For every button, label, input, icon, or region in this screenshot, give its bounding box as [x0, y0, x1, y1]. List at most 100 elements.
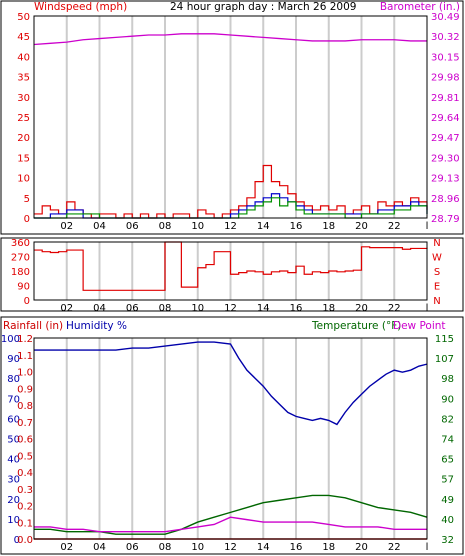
compass-tick-label: W: [432, 253, 442, 264]
windspeed-tick-label: 35: [17, 73, 30, 84]
x-tick-label: 08: [159, 303, 172, 314]
compass-tick-label: E: [434, 282, 440, 293]
x-tick-label: 04: [93, 303, 106, 314]
series-line-dew-point: [34, 516, 427, 533]
rainfall-tick-label: 0.3: [17, 485, 33, 496]
direction-tick-label: 0: [24, 296, 30, 307]
windspeed-tick-label: 0: [24, 214, 30, 225]
temp-gridlines: [65, 338, 396, 539]
x-tick-label: 20: [355, 303, 368, 314]
series-line-wind-direction: [34, 241, 428, 291]
direction-plot-area: [33, 241, 428, 301]
compass-tick-label: N: [433, 238, 440, 249]
windspeed-tick-label: 30: [17, 93, 30, 104]
x-tick-label: 04: [93, 221, 106, 232]
direction-tick-label: 90: [17, 282, 30, 293]
x-tick-label: 02: [60, 542, 73, 553]
x-tick-label: 22: [388, 221, 401, 232]
dewpoint-axis-title: Dew Point: [393, 320, 446, 332]
rainfall-tick-label: 0.8: [17, 401, 33, 412]
rainfall-tick-label: 0.4: [17, 468, 33, 479]
x-tick-label: 04: [93, 542, 106, 553]
humidity-tick-label: 30: [7, 475, 20, 486]
compass-tick-label: S: [434, 267, 440, 278]
rainfall-tick-label: 0.0: [17, 535, 33, 546]
rainfall-tick-label: 0.5: [17, 451, 33, 462]
temperature-tick-label: 82: [441, 414, 454, 425]
panel-wind-frame: [0, 0, 464, 235]
windspeed-tick-label: 20: [17, 133, 30, 144]
x-tick-label: 12: [224, 221, 237, 232]
temperature-tick-label: 90: [441, 394, 454, 405]
panel-temp-frame: [0, 316, 464, 555]
temperature-tick-label: 98: [441, 374, 454, 385]
direction-tick-label: 180: [11, 267, 30, 278]
temperature-tick-label: 49: [441, 495, 454, 506]
rainfall-axis-title: Rainfall (in): [3, 320, 63, 332]
x-tick-label: 16: [290, 221, 303, 232]
rainfall-tick-label: 1.2: [17, 334, 33, 345]
x-tick-label: l: [426, 542, 429, 553]
temperature-tick-label: 57: [441, 475, 454, 486]
direction-tick-label: 270: [11, 253, 30, 264]
humidity-axis-title: Humidity %: [66, 320, 127, 332]
x-tick-label: 02: [60, 221, 73, 232]
x-tick-label: 10: [191, 542, 204, 553]
graph-title: 24 hour graph day : March 26 2009: [170, 1, 356, 13]
humidity-tick-label: 20: [7, 495, 20, 506]
temperature-axis-title: Temperature (°F): [311, 320, 401, 332]
humidity-tick-label: 10: [7, 515, 20, 526]
temperature-tick-label: 32: [441, 535, 454, 546]
rainfall-tick-label: 1.1: [17, 351, 33, 362]
x-tick-label: 14: [257, 221, 270, 232]
barometer-tick-label: 29.64: [431, 113, 460, 124]
x-tick-label: l: [426, 221, 429, 232]
x-tick-label: 22: [388, 542, 401, 553]
x-tick-label: 20: [355, 221, 368, 232]
x-tick-label: 10: [191, 303, 204, 314]
temperature-tick-label: 40: [441, 515, 454, 526]
windspeed-tick-label: 25: [17, 113, 30, 124]
humidity-tick-label: 60: [7, 414, 20, 425]
x-tick-label: 22: [388, 303, 401, 314]
barometer-tick-label: 28.79: [431, 214, 460, 225]
barometer-tick-label: 29.47: [431, 133, 460, 144]
rainfall-tick-label: 0.1: [17, 518, 33, 529]
humidity-tick-label: 80: [7, 374, 20, 385]
rainfall-tick-label: 0.2: [17, 502, 33, 513]
humidity-tick-label: 100: [1, 334, 20, 345]
x-tick-label: 20: [355, 542, 368, 553]
x-tick-label: 16: [290, 542, 303, 553]
barometer-tick-label: 28.96: [431, 194, 460, 205]
rainfall-tick-label: 0.7: [17, 418, 33, 429]
panel-direction-frame: [0, 237, 464, 312]
temperature-tick-label: 115: [435, 334, 454, 345]
x-tick-label: 02: [60, 303, 73, 314]
windspeed-tick-label: 5: [24, 194, 30, 205]
barometer-tick-label: 29.13: [431, 174, 460, 185]
humidity-tick-label: 40: [7, 455, 20, 466]
x-tick-label: 14: [257, 303, 270, 314]
x-tick-label: 18: [322, 303, 335, 314]
series-line-barometer: [33, 33, 427, 46]
x-tick-label: 18: [322, 542, 335, 553]
x-tick-label: 06: [126, 542, 139, 553]
rainfall-tick-label: 1.0: [17, 368, 33, 379]
compass-tick-label: N: [433, 296, 440, 307]
x-tick-label: 06: [126, 303, 139, 314]
temperature-tick-label: 74: [441, 435, 454, 446]
wind-gridlines: [65, 16, 396, 218]
temp-plot-area: [33, 337, 428, 540]
barometer-tick-label: 29.30: [431, 153, 460, 164]
windspeed-tick-label: 40: [17, 52, 30, 63]
barometer-tick-label: 30.49: [431, 12, 460, 23]
windspeed-tick-label: 45: [17, 32, 30, 43]
barometer-tick-label: 30.32: [431, 32, 460, 43]
series-line-humidity: [34, 341, 428, 426]
x-tick-label: 12: [224, 303, 237, 314]
humidity-tick-label: 70: [7, 394, 20, 405]
x-tick-label: 14: [257, 542, 270, 553]
